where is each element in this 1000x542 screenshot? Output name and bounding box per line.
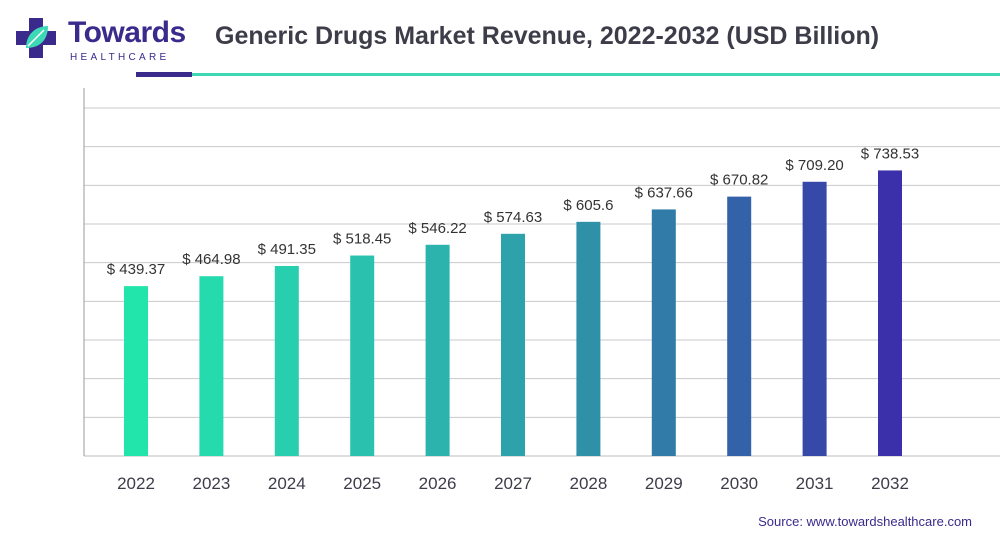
bar-2028 xyxy=(576,221,601,456)
value-labels: $ 439.37 $ 464.98 $ 491.35 $ 518.45 $ 546.22… xyxy=(107,145,919,278)
bar-2027 xyxy=(501,233,525,456)
value-label-2030: $ 670.82 xyxy=(710,172,768,189)
x-tick-2023: 2023 xyxy=(192,474,230,493)
x-tick-2024: 2024 xyxy=(268,474,306,493)
bar-2025 xyxy=(350,255,375,456)
x-tick-2025: 2025 xyxy=(343,474,381,493)
bar-2024 xyxy=(274,266,299,456)
value-label-2023: $ 464.98 xyxy=(182,251,240,268)
bar-2022 xyxy=(124,286,148,456)
value-label-2031: $ 709.20 xyxy=(785,157,843,174)
brand-subtitle: HEALTHCARE xyxy=(70,52,170,63)
header-accent-purple xyxy=(136,72,192,77)
brand-name: Towards xyxy=(68,16,186,49)
bar-2031 xyxy=(802,181,827,456)
source-note: Source: www.towardshealthcare.com xyxy=(758,514,972,529)
x-tick-2027: 2027 xyxy=(494,474,532,493)
bar-2030 xyxy=(727,196,752,456)
x-tick-2026: 2026 xyxy=(419,474,457,493)
value-label-2027: $ 574.63 xyxy=(484,209,542,226)
value-label-2029: $ 637.66 xyxy=(635,184,693,201)
bar-2023 xyxy=(199,276,224,456)
value-label-2025: $ 518.45 xyxy=(333,231,391,248)
x-tick-2030: 2030 xyxy=(720,474,758,493)
x-tick-2032: 2032 xyxy=(871,474,909,493)
value-label-2026: $ 546.22 xyxy=(408,220,466,237)
x-tick-2031: 2031 xyxy=(796,474,834,493)
value-label-2022: $ 439.37 xyxy=(107,261,165,278)
value-label-2032: $ 738.53 xyxy=(861,145,919,162)
value-label-2028: $ 605.6 xyxy=(563,197,613,214)
brand-logo: Towards HEALTHCARE xyxy=(14,12,204,76)
bars xyxy=(124,170,902,457)
x-tick-2022: 2022 xyxy=(117,474,155,493)
header-accent-teal xyxy=(192,73,1000,76)
x-tick-labels: 2022 2023 2024 2025 2026 2027 2028 2029 2030 2031… xyxy=(117,474,909,493)
value-label-2024: $ 491.35 xyxy=(258,241,316,258)
medical-cross-leaf-logo-icon xyxy=(16,18,56,58)
x-tick-2029: 2029 xyxy=(645,474,683,493)
bar-2026 xyxy=(425,244,450,456)
bar-2032 xyxy=(878,170,902,457)
chart-title: Generic Drugs Market Revenue, 2022-2032 … xyxy=(215,22,880,50)
grid-lines xyxy=(84,107,1000,457)
x-tick-2028: 2028 xyxy=(569,474,607,493)
bar-2029 xyxy=(651,209,676,456)
